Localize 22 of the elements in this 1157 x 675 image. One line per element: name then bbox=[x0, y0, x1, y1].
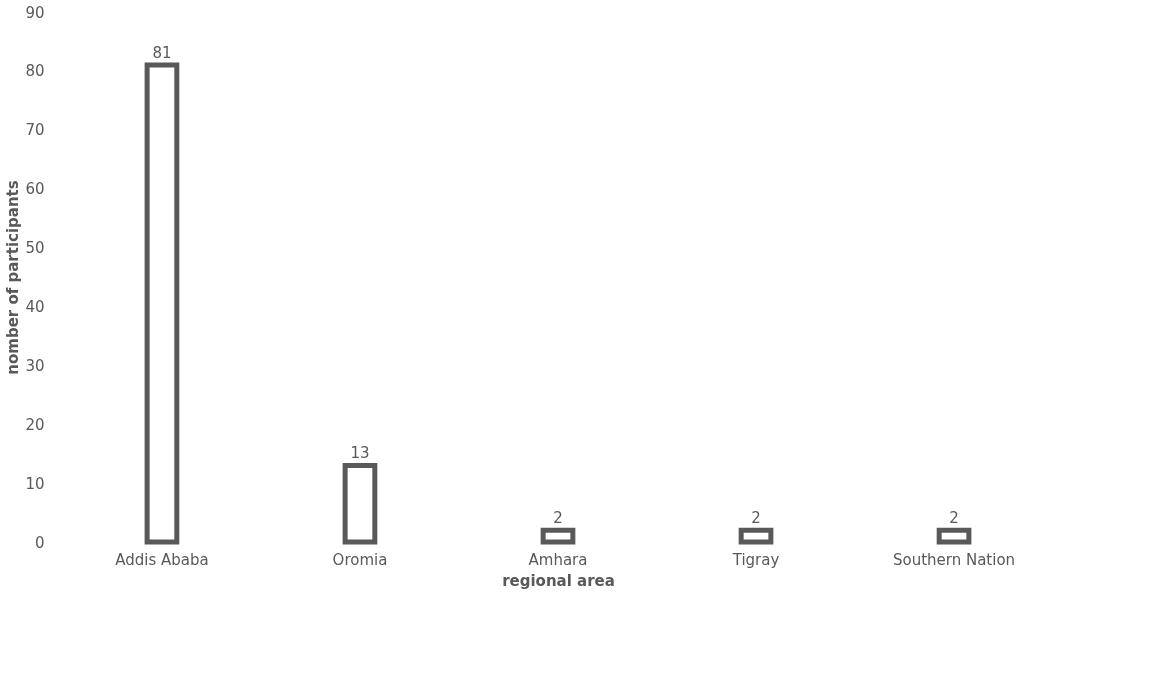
data-label: 2 bbox=[751, 509, 761, 528]
y-axis-title: nomber of participants bbox=[4, 180, 23, 375]
y-tick-label: 40 bbox=[25, 297, 45, 316]
y-tick-label: 60 bbox=[25, 180, 45, 199]
data-label: 2 bbox=[553, 509, 563, 528]
data-label: 13 bbox=[350, 444, 370, 463]
x-tick-label: Amhara bbox=[528, 550, 588, 569]
y-tick-label: 0 bbox=[34, 533, 45, 552]
y-tick-label: 50 bbox=[25, 239, 45, 258]
y-tick-label: 20 bbox=[25, 415, 45, 434]
x-tick-label: Oromia bbox=[332, 550, 388, 569]
y-tick-label: 90 bbox=[25, 3, 45, 22]
x-tick-label: Tigray bbox=[731, 550, 780, 569]
y-tick-label: 10 bbox=[25, 474, 45, 493]
y-tick-label: 80 bbox=[25, 62, 45, 81]
y-tick-label: 30 bbox=[25, 356, 45, 375]
y-tick-label: 70 bbox=[25, 121, 45, 140]
data-label: 2 bbox=[949, 509, 959, 528]
data-label: 81 bbox=[152, 44, 172, 62]
x-axis-title: regional area bbox=[502, 571, 615, 590]
x-tick-label: Addis Ababa bbox=[115, 550, 209, 569]
x-tick-label: Southern Nation bbox=[892, 550, 1016, 569]
